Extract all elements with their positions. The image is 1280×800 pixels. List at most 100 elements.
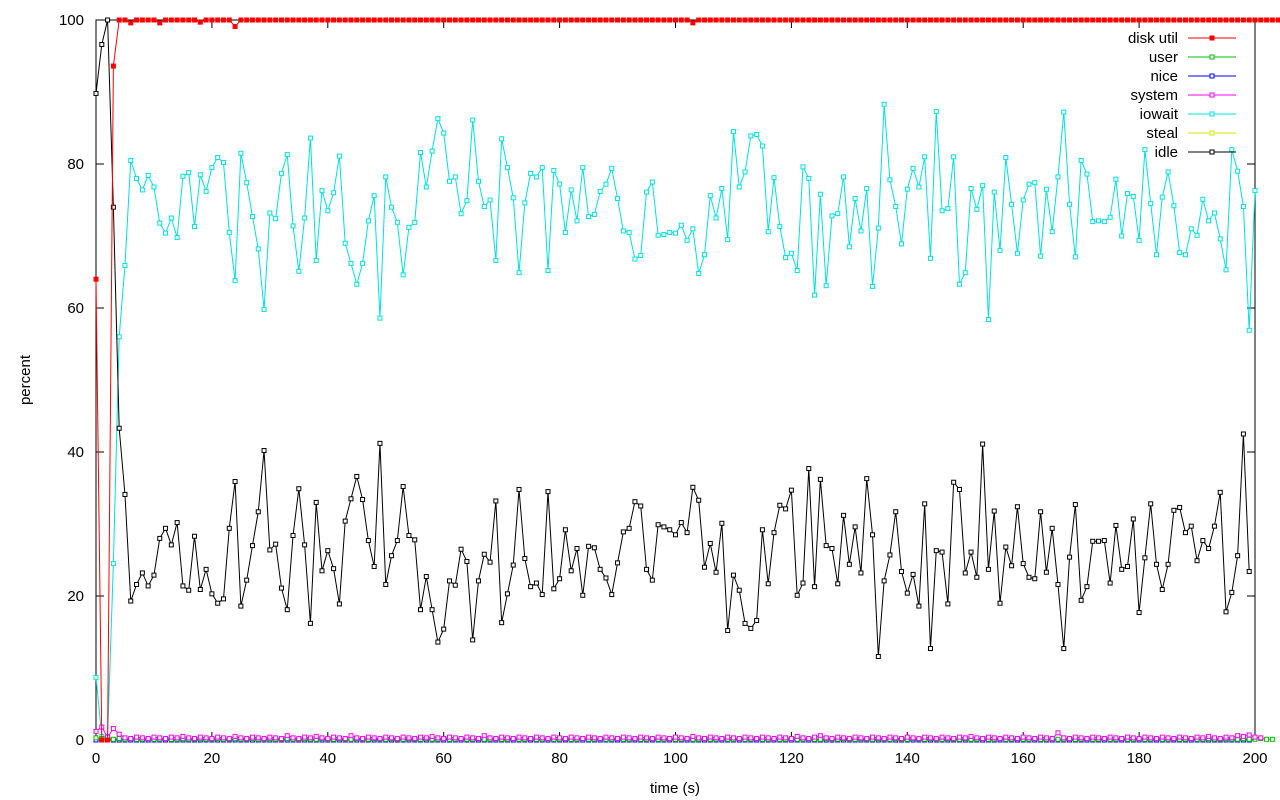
data-point-idle <box>788 487 794 493</box>
data-point-idle <box>771 530 777 536</box>
data-point-system <box>852 734 858 740</box>
data-point-idle <box>504 591 510 597</box>
data-point-system <box>342 736 348 742</box>
data-point-disk-util <box>244 17 250 23</box>
data-point-system <box>1165 735 1171 741</box>
data-point-disk-util <box>342 17 348 23</box>
data-point-idle <box>452 582 458 588</box>
data-point-idle <box>562 527 568 533</box>
data-point-disk-util <box>209 17 215 23</box>
data-point-system <box>1096 735 1102 741</box>
data-point-system <box>736 736 742 742</box>
data-point-iowait <box>157 220 163 226</box>
data-point-iowait <box>615 196 621 202</box>
data-point-iowait <box>215 155 221 161</box>
data-point-iowait <box>1246 327 1252 333</box>
data-point-idle <box>997 600 1003 606</box>
data-point-system <box>1148 735 1154 741</box>
data-point-system <box>638 734 644 740</box>
y-tick-label: 80 <box>67 156 84 173</box>
x-tick-label: 80 <box>551 750 568 767</box>
data-point-iowait <box>586 214 592 220</box>
data-point-idle <box>754 617 760 623</box>
data-point-system <box>377 736 383 742</box>
data-point-iowait <box>487 197 493 203</box>
data-point-idle <box>1020 561 1026 567</box>
legend-label: nice <box>1150 68 1178 85</box>
data-point-idle <box>742 620 748 626</box>
data-point-iowait <box>875 225 881 231</box>
legend-label: idle <box>1155 144 1178 161</box>
data-point-disk-util <box>110 63 116 69</box>
data-point-system <box>389 735 395 741</box>
data-point-disk-util <box>475 17 481 23</box>
data-point-system <box>864 736 870 742</box>
data-point-idle <box>400 484 406 490</box>
data-point-disk-util <box>116 17 122 23</box>
data-point-idle <box>1049 525 1055 531</box>
data-point-user <box>1269 736 1275 742</box>
data-point-iowait <box>1032 180 1038 186</box>
data-point-disk-util <box>1235 17 1241 23</box>
data-point-disk-util <box>899 17 904 23</box>
data-point-disk-util <box>1026 17 1032 23</box>
data-point-disk-util <box>481 17 487 23</box>
data-point-idle <box>1107 580 1113 586</box>
data-point-disk-util <box>545 17 551 23</box>
data-point-iowait <box>528 170 534 176</box>
data-point-iowait <box>1072 254 1078 260</box>
data-point-idle <box>568 568 574 574</box>
data-point-iowait <box>336 153 342 159</box>
data-point-iowait <box>1014 250 1020 256</box>
data-point-disk-util <box>1211 17 1217 23</box>
data-point-disk-util <box>783 17 789 23</box>
data-point-user <box>93 735 99 741</box>
data-point-system <box>429 733 435 739</box>
data-point-disk-util <box>1229 17 1235 23</box>
data-point-system <box>719 736 725 742</box>
data-point-system <box>690 733 696 739</box>
data-point-iowait <box>418 149 424 155</box>
data-point-idle <box>93 90 99 96</box>
data-point-disk-util <box>858 17 864 23</box>
data-point-iowait <box>128 157 134 163</box>
data-point-disk-util <box>1188 17 1194 23</box>
data-point-system <box>1067 736 1073 742</box>
data-point-system <box>1038 734 1044 740</box>
data-point-disk-util <box>1003 17 1009 23</box>
data-point-system <box>899 736 904 742</box>
data-point-disk-util <box>371 17 377 23</box>
data-point-disk-util <box>435 17 441 23</box>
data-point-idle <box>342 518 348 524</box>
data-point-idle <box>759 527 765 533</box>
data-point-idle <box>128 598 134 604</box>
data-point-iowait <box>690 226 696 232</box>
data-point-idle <box>1200 538 1206 544</box>
data-point-disk-util <box>1153 17 1159 23</box>
data-point-iowait <box>1165 169 1171 175</box>
data-point-iowait <box>1090 219 1096 225</box>
data-point-disk-util <box>197 19 203 25</box>
data-point-system <box>110 725 116 731</box>
data-point-idle <box>794 592 800 598</box>
data-point-iowait <box>794 268 800 274</box>
data-point-iowait <box>870 283 876 289</box>
data-point-disk-util <box>1113 17 1119 23</box>
data-point-system <box>1159 734 1165 740</box>
data-point-system <box>406 735 412 741</box>
data-point-iowait <box>765 229 771 235</box>
data-point-idle <box>887 552 893 558</box>
series-line-iowait <box>95 104 1256 737</box>
legend-label: user <box>1149 49 1178 66</box>
data-point-system <box>238 735 244 741</box>
data-point-iowait <box>1148 201 1154 207</box>
data-point-system <box>504 735 510 741</box>
x-tick-label: 0 <box>92 750 100 767</box>
data-point-idle <box>823 543 829 549</box>
data-point-iowait <box>163 230 169 236</box>
data-point-disk-util <box>748 17 754 23</box>
data-point-idle <box>99 41 105 47</box>
data-point-disk-util <box>365 17 371 23</box>
data-point-iowait <box>962 270 968 276</box>
data-point-disk-util <box>742 17 748 23</box>
